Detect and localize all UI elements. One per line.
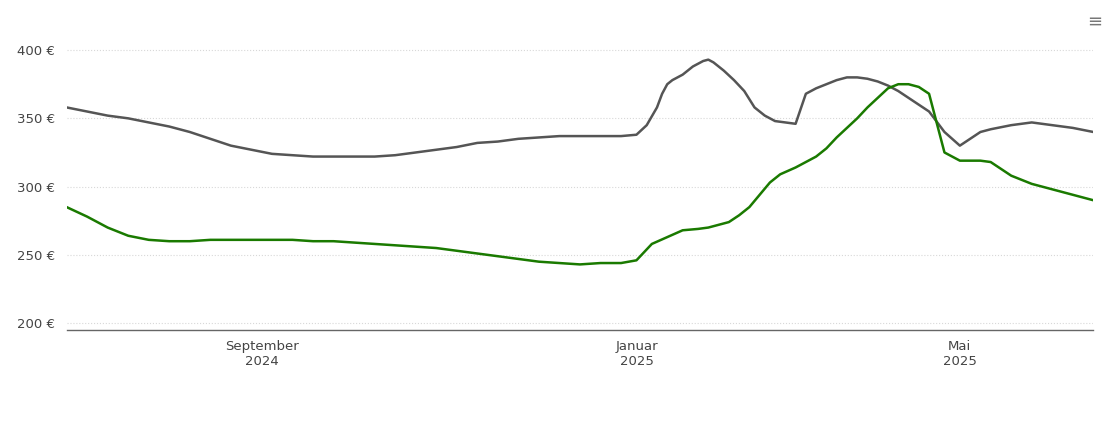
Text: ≡: ≡ [1087, 13, 1102, 31]
